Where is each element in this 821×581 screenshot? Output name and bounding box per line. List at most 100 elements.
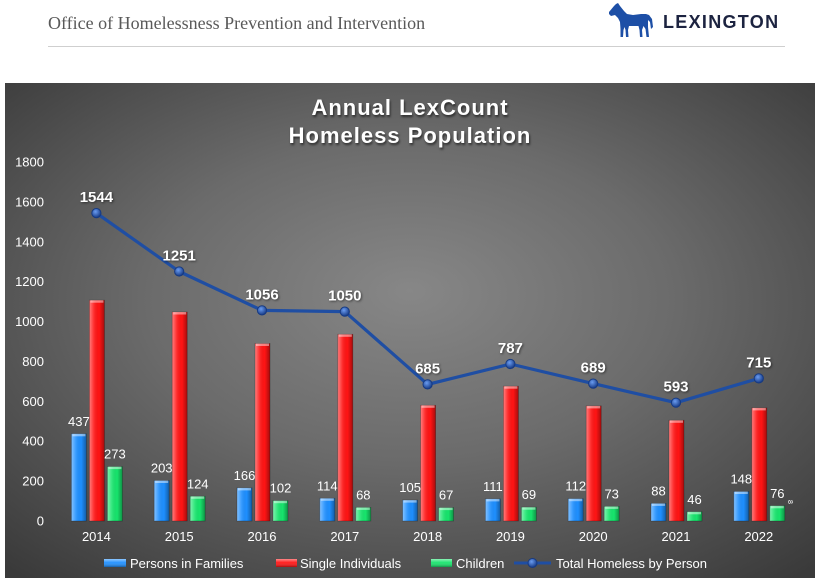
bar-top-highlight <box>486 498 500 502</box>
x-tick-label-2020: 2020 <box>579 529 608 544</box>
bar-children-2022 <box>769 505 786 522</box>
bar-top-highlight <box>439 507 453 511</box>
bar-top-highlight <box>320 498 334 501</box>
bar-persons-in-families-2020 <box>567 498 584 522</box>
legend-item-single-individuals: Single Individuals <box>276 556 402 571</box>
legend-label-total-homeless: Total Homeless by Person <box>556 556 707 571</box>
bar-persons-in-families-2014 <box>71 433 87 522</box>
legend-swatch-shading <box>276 559 297 567</box>
bar-shading <box>603 505 620 522</box>
bar-shading <box>337 333 354 522</box>
legend-item-total-homeless: Total Homeless by Person <box>514 556 707 571</box>
marker-total-homeless-by-person-2014 <box>91 208 102 219</box>
bar-shading <box>585 405 602 522</box>
data-label-children-2018: 67 <box>439 488 453 503</box>
bar-shading <box>733 491 750 522</box>
data-label-total-homeless-by-person-2020: 689 <box>581 360 606 377</box>
bar-top-highlight <box>670 420 683 423</box>
data-labels: 437 203 166 114 105 111 112 88 148 273 124 102 68 67 6… <box>68 189 784 507</box>
data-label-children-2015: 124 <box>187 476 209 491</box>
bar-persons-in-families-2017 <box>319 497 336 522</box>
marker-total-homeless-by-person-2020 <box>588 378 599 389</box>
marker-total-homeless-by-person-2016 <box>256 305 268 316</box>
x-tick-label-2022: 2022 <box>744 529 773 544</box>
y-tick-label-1400: 1400 <box>15 234 44 249</box>
marker-total-homeless-by-person-2017 <box>339 306 350 317</box>
legend-item-persons-in-families: Persons in Families <box>104 556 244 571</box>
bar-shading <box>650 502 667 522</box>
data-label-children-2014: 273 <box>104 447 126 462</box>
data-label-persons-in-families-2019: 111 <box>483 479 503 494</box>
bar-shading <box>236 487 253 522</box>
bar-children-2018 <box>438 507 455 522</box>
legend-label-persons-in-families: Persons in Families <box>130 556 244 571</box>
bar-single-individuals-2017 <box>337 333 354 522</box>
bar-persons-in-families-2015 <box>153 480 170 522</box>
bar-shading <box>668 419 685 522</box>
bar-top-highlight <box>274 500 287 504</box>
bar-top-highlight <box>752 407 766 411</box>
data-label-total-homeless-by-person-2017: 1050 <box>328 288 361 305</box>
bar-top-highlight <box>238 487 251 491</box>
legend: Persons in Families Single Individuals C… <box>104 556 707 571</box>
data-label-persons-in-families-2020: 112 <box>565 479 586 494</box>
data-label-children-2019: 69 <box>522 487 536 502</box>
bar-single-individuals-2015 <box>171 311 188 522</box>
y-tick-label-0: 0 <box>37 514 44 529</box>
data-label-children-2016: 102 <box>270 481 292 496</box>
legend-swatch-shading <box>104 559 126 567</box>
data-label-children-2021: 46 <box>687 492 701 507</box>
bar-top-highlight <box>90 300 104 303</box>
bar-top-highlight <box>155 480 169 483</box>
data-label-persons-in-families-2017: 114 <box>317 478 338 493</box>
y-tick-label-800: 800 <box>22 354 44 369</box>
homeless-population-chart: Annual LexCount Homeless Population 0 200… <box>5 83 815 578</box>
data-label-total-homeless-by-person-2016: 1056 <box>245 286 278 303</box>
y-tick-label-400: 400 <box>22 434 44 449</box>
bar-shading <box>484 498 501 522</box>
y-tick-label-600: 600 <box>22 394 44 409</box>
bar-shading <box>567 498 584 522</box>
horse-silhouette <box>609 3 653 37</box>
bar-top-highlight <box>403 500 417 503</box>
bar-top-highlight <box>569 498 583 502</box>
x-tick-label-2016: 2016 <box>248 529 277 544</box>
y-axis: 0 200 400 600 800 1000 1200 1400 1600 1800 <box>15 155 44 529</box>
bar-children-2021 <box>686 511 703 522</box>
marker-total-homeless-by-person-2019 <box>505 358 516 370</box>
legend-label-children: Children <box>456 556 504 571</box>
bar-children-2014 <box>107 466 123 522</box>
bar-single-individuals-2016 <box>254 343 271 522</box>
bar-children-2020 <box>603 505 620 522</box>
data-label-total-homeless-by-person-2019: 787 <box>498 340 523 357</box>
bar-shading <box>769 505 786 522</box>
bar-shading <box>254 343 271 522</box>
bar-top-highlight <box>338 334 352 337</box>
bar-single-individuals-2014 <box>89 299 105 522</box>
data-label-total-homeless-by-person-2018: 685 <box>415 360 440 377</box>
bar-shading <box>319 497 336 522</box>
bar-shading <box>107 466 123 522</box>
bar-shading <box>171 311 188 522</box>
bar-shading <box>502 385 519 522</box>
y-tick-label-200: 200 <box>22 474 44 489</box>
bar-top-highlight <box>770 505 784 509</box>
bar-persons-in-families-2018 <box>402 499 419 522</box>
bar-top-highlight <box>652 503 665 506</box>
bar-shading <box>402 499 419 522</box>
bar-top-highlight <box>256 343 269 346</box>
marker-total-homeless-by-person-2022 <box>753 373 764 384</box>
bar-shading <box>89 299 105 522</box>
bar-top-highlight <box>356 507 370 510</box>
bar-children-2017 <box>355 506 372 522</box>
bar-shading <box>420 404 437 522</box>
x-tick-label-2017: 2017 <box>330 529 359 544</box>
data-label-total-homeless-by-person-2022: 715 <box>746 354 771 371</box>
y-tick-label-1600: 1600 <box>15 194 44 209</box>
bar-shading <box>521 506 537 522</box>
bar-single-individuals-2019 <box>502 385 519 522</box>
legend-swatch-shading <box>431 559 452 567</box>
bar-top-highlight <box>587 405 601 409</box>
header-divider <box>48 46 785 47</box>
bar-top-highlight <box>522 507 536 510</box>
